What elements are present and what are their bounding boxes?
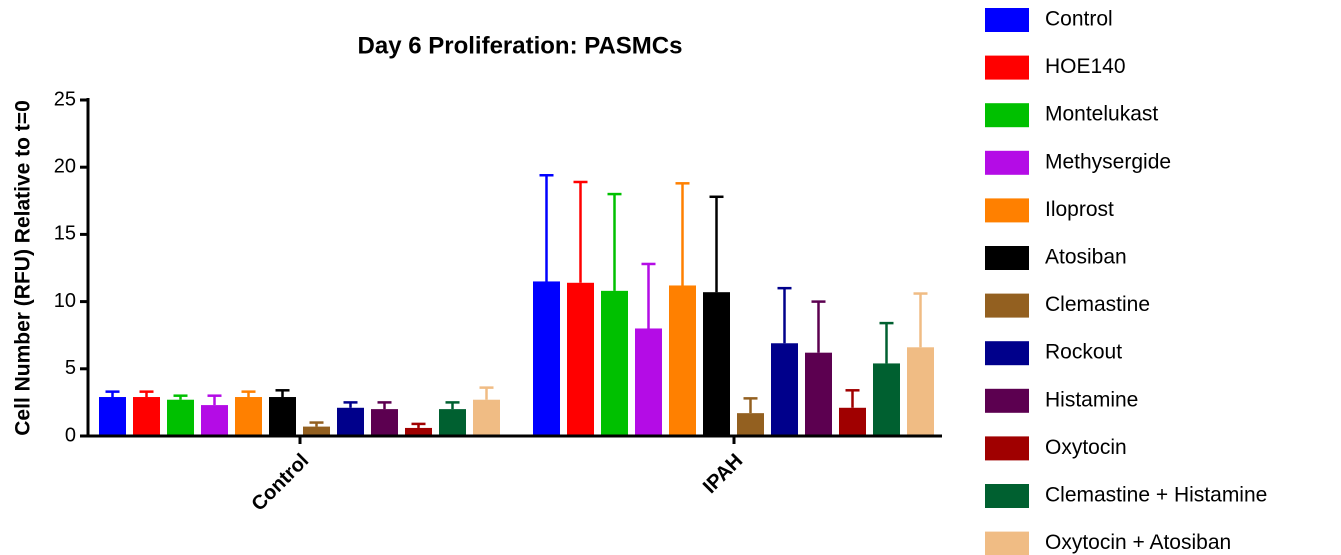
legend-swatch (985, 531, 1029, 555)
legend-swatch (985, 103, 1029, 128)
legend-swatch (985, 198, 1029, 223)
legend-swatch (985, 436, 1029, 461)
bar (133, 397, 160, 436)
y-tick-label: 0 (65, 424, 76, 446)
bar (771, 343, 798, 436)
legend-label: Atosiban (1045, 246, 1127, 269)
bar (805, 352, 832, 436)
legend-swatch (985, 246, 1029, 270)
legend-label: HOE140 (1045, 55, 1126, 78)
y-axis-label: Cell Number (RFU) Relative to t=0 (12, 100, 35, 435)
bar (337, 407, 364, 436)
bar (167, 399, 194, 436)
bar (873, 363, 900, 436)
bar (703, 292, 730, 436)
legend-swatch (985, 484, 1029, 508)
bar (737, 413, 764, 436)
bar (907, 347, 934, 436)
bar (99, 397, 126, 436)
y-tick-label: 25 (54, 88, 76, 110)
bar (235, 397, 262, 436)
legend-label: Control (1045, 8, 1113, 31)
legend-swatch (985, 341, 1029, 366)
bar (473, 399, 500, 436)
y-tick-label: 5 (65, 357, 76, 379)
bar (839, 407, 866, 436)
legend-label: Clemastine (1045, 293, 1150, 316)
legend-label: Methysergide (1045, 150, 1171, 173)
y-tick-label: 15 (54, 223, 76, 245)
bar (669, 285, 696, 436)
legend-label: Montelukast (1045, 103, 1158, 126)
legend-label: Clemastine + Histamine (1045, 484, 1267, 507)
bar (635, 328, 662, 436)
bar (269, 397, 296, 436)
bar (533, 281, 560, 436)
legend-swatch (985, 150, 1029, 175)
legend-label: Oxytocin + Atosiban (1045, 531, 1231, 554)
bar (201, 405, 228, 436)
legend-label: Iloprost (1045, 198, 1114, 221)
legend-label: Rockout (1045, 341, 1122, 364)
chart-title: Day 6 Proliferation: PASMCs (358, 32, 683, 59)
y-tick-label: 20 (54, 155, 76, 177)
legend-swatch (985, 388, 1029, 413)
legend-swatch (985, 8, 1029, 32)
x-tick-label: Control (247, 450, 313, 516)
bar (303, 426, 330, 436)
legend-label: Oxytocin (1045, 436, 1127, 459)
bar (439, 409, 466, 436)
bar (567, 282, 594, 436)
legend-label: Histamine (1045, 388, 1138, 411)
y-tick-label: 10 (54, 290, 76, 312)
bar (371, 409, 398, 436)
x-tick-label: IPAH (699, 450, 747, 498)
legend-swatch (985, 293, 1029, 318)
bar (405, 427, 432, 436)
bar (601, 290, 628, 436)
legend-swatch (985, 55, 1029, 80)
